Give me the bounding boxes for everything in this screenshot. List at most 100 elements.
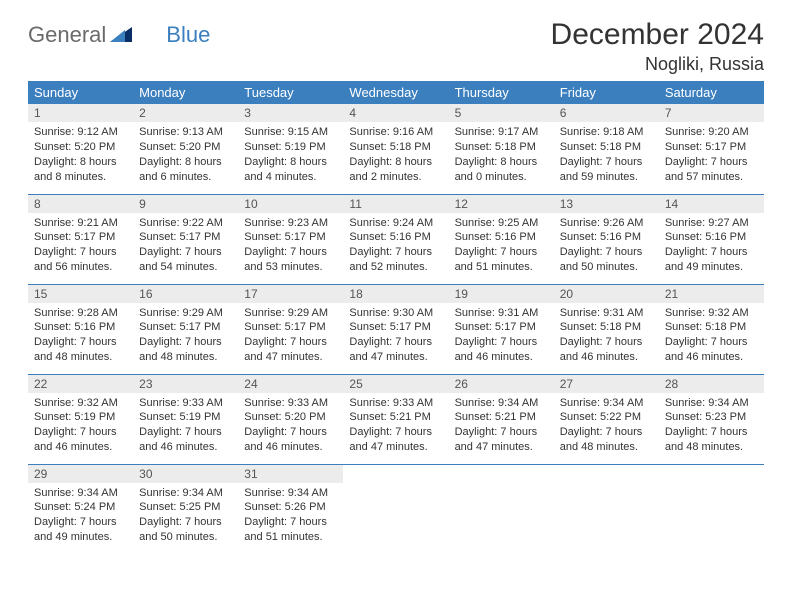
day-number: 15	[28, 285, 133, 303]
day-number: 6	[554, 104, 659, 122]
calendar-day-cell: 5Sunrise: 9:17 AMSunset: 5:18 PMDaylight…	[449, 104, 554, 194]
calendar-day-cell	[449, 464, 554, 554]
calendar-day-cell: 3Sunrise: 9:15 AMSunset: 5:19 PMDaylight…	[238, 104, 343, 194]
day-details: Sunrise: 9:33 AMSunset: 5:21 PMDaylight:…	[343, 393, 448, 459]
calendar-table: SundayMondayTuesdayWednesdayThursdayFrid…	[28, 81, 764, 554]
calendar-day-cell: 29Sunrise: 9:34 AMSunset: 5:24 PMDayligh…	[28, 464, 133, 554]
calendar-day-cell: 12Sunrise: 9:25 AMSunset: 5:16 PMDayligh…	[449, 194, 554, 284]
day-number: 22	[28, 375, 133, 393]
day-number: 31	[238, 465, 343, 483]
calendar-day-cell: 8Sunrise: 9:21 AMSunset: 5:17 PMDaylight…	[28, 194, 133, 284]
calendar-day-cell: 27Sunrise: 9:34 AMSunset: 5:22 PMDayligh…	[554, 374, 659, 464]
brand-triangle-icon	[110, 24, 132, 47]
weekday-header: Friday	[554, 81, 659, 104]
calendar-day-cell: 30Sunrise: 9:34 AMSunset: 5:25 PMDayligh…	[133, 464, 238, 554]
day-number: 2	[133, 104, 238, 122]
day-number: 19	[449, 285, 554, 303]
day-details: Sunrise: 9:16 AMSunset: 5:18 PMDaylight:…	[343, 122, 448, 188]
day-details: Sunrise: 9:34 AMSunset: 5:23 PMDaylight:…	[659, 393, 764, 459]
day-number: 14	[659, 195, 764, 213]
day-details: Sunrise: 9:34 AMSunset: 5:26 PMDaylight:…	[238, 483, 343, 549]
day-details: Sunrise: 9:34 AMSunset: 5:25 PMDaylight:…	[133, 483, 238, 549]
calendar-day-cell	[343, 464, 448, 554]
calendar-day-cell	[659, 464, 764, 554]
day-details: Sunrise: 9:15 AMSunset: 5:19 PMDaylight:…	[238, 122, 343, 188]
day-details: Sunrise: 9:31 AMSunset: 5:18 PMDaylight:…	[554, 303, 659, 369]
location-subtitle: Nogliki, Russia	[551, 54, 764, 75]
day-details: Sunrise: 9:33 AMSunset: 5:19 PMDaylight:…	[133, 393, 238, 459]
calendar-day-cell: 18Sunrise: 9:30 AMSunset: 5:17 PMDayligh…	[343, 284, 448, 374]
day-number: 28	[659, 375, 764, 393]
day-number: 29	[28, 465, 133, 483]
calendar-day-cell	[554, 464, 659, 554]
day-number: 8	[28, 195, 133, 213]
day-details: Sunrise: 9:22 AMSunset: 5:17 PMDaylight:…	[133, 213, 238, 279]
calendar-day-cell: 14Sunrise: 9:27 AMSunset: 5:16 PMDayligh…	[659, 194, 764, 284]
calendar-day-cell: 16Sunrise: 9:29 AMSunset: 5:17 PMDayligh…	[133, 284, 238, 374]
day-number: 7	[659, 104, 764, 122]
day-details: Sunrise: 9:32 AMSunset: 5:19 PMDaylight:…	[28, 393, 133, 459]
day-number: 13	[554, 195, 659, 213]
day-details: Sunrise: 9:24 AMSunset: 5:16 PMDaylight:…	[343, 213, 448, 279]
weekday-header: Saturday	[659, 81, 764, 104]
calendar-week-row: 15Sunrise: 9:28 AMSunset: 5:16 PMDayligh…	[28, 284, 764, 374]
calendar-day-cell: 26Sunrise: 9:34 AMSunset: 5:21 PMDayligh…	[449, 374, 554, 464]
day-details: Sunrise: 9:34 AMSunset: 5:22 PMDaylight:…	[554, 393, 659, 459]
day-details: Sunrise: 9:28 AMSunset: 5:16 PMDaylight:…	[28, 303, 133, 369]
day-details: Sunrise: 9:20 AMSunset: 5:17 PMDaylight:…	[659, 122, 764, 188]
calendar-day-cell: 24Sunrise: 9:33 AMSunset: 5:20 PMDayligh…	[238, 374, 343, 464]
calendar-day-cell: 10Sunrise: 9:23 AMSunset: 5:17 PMDayligh…	[238, 194, 343, 284]
day-number: 21	[659, 285, 764, 303]
calendar-week-row: 1Sunrise: 9:12 AMSunset: 5:20 PMDaylight…	[28, 104, 764, 194]
calendar-day-cell: 13Sunrise: 9:26 AMSunset: 5:16 PMDayligh…	[554, 194, 659, 284]
weekday-header: Wednesday	[343, 81, 448, 104]
day-number: 24	[238, 375, 343, 393]
calendar-day-cell: 22Sunrise: 9:32 AMSunset: 5:19 PMDayligh…	[28, 374, 133, 464]
day-details: Sunrise: 9:27 AMSunset: 5:16 PMDaylight:…	[659, 213, 764, 279]
day-details: Sunrise: 9:17 AMSunset: 5:18 PMDaylight:…	[449, 122, 554, 188]
day-details: Sunrise: 9:34 AMSunset: 5:24 PMDaylight:…	[28, 483, 133, 549]
day-details: Sunrise: 9:13 AMSunset: 5:20 PMDaylight:…	[133, 122, 238, 188]
calendar-day-cell: 19Sunrise: 9:31 AMSunset: 5:17 PMDayligh…	[449, 284, 554, 374]
day-details: Sunrise: 9:32 AMSunset: 5:18 PMDaylight:…	[659, 303, 764, 369]
weekday-header: Monday	[133, 81, 238, 104]
day-number: 30	[133, 465, 238, 483]
day-number: 9	[133, 195, 238, 213]
calendar-day-cell: 4Sunrise: 9:16 AMSunset: 5:18 PMDaylight…	[343, 104, 448, 194]
weekday-header: Tuesday	[238, 81, 343, 104]
calendar-day-cell: 23Sunrise: 9:33 AMSunset: 5:19 PMDayligh…	[133, 374, 238, 464]
header: General Blue December 2024 Nogliki, Russ…	[28, 18, 764, 75]
calendar-day-cell: 21Sunrise: 9:32 AMSunset: 5:18 PMDayligh…	[659, 284, 764, 374]
day-details: Sunrise: 9:21 AMSunset: 5:17 PMDaylight:…	[28, 213, 133, 279]
day-number: 12	[449, 195, 554, 213]
day-number: 1	[28, 104, 133, 122]
calendar-day-cell: 15Sunrise: 9:28 AMSunset: 5:16 PMDayligh…	[28, 284, 133, 374]
day-number: 20	[554, 285, 659, 303]
calendar-week-row: 29Sunrise: 9:34 AMSunset: 5:24 PMDayligh…	[28, 464, 764, 554]
day-details: Sunrise: 9:34 AMSunset: 5:21 PMDaylight:…	[449, 393, 554, 459]
page-title: December 2024	[551, 18, 764, 52]
day-number: 5	[449, 104, 554, 122]
weekday-header: Thursday	[449, 81, 554, 104]
day-number: 18	[343, 285, 448, 303]
day-details: Sunrise: 9:29 AMSunset: 5:17 PMDaylight:…	[133, 303, 238, 369]
calendar-week-row: 22Sunrise: 9:32 AMSunset: 5:19 PMDayligh…	[28, 374, 764, 464]
brand-logo: General Blue	[28, 18, 210, 48]
day-number: 3	[238, 104, 343, 122]
day-number: 10	[238, 195, 343, 213]
title-block: December 2024 Nogliki, Russia	[551, 18, 764, 75]
day-number: 23	[133, 375, 238, 393]
day-details: Sunrise: 9:33 AMSunset: 5:20 PMDaylight:…	[238, 393, 343, 459]
day-number: 17	[238, 285, 343, 303]
day-number: 27	[554, 375, 659, 393]
calendar-day-cell: 6Sunrise: 9:18 AMSunset: 5:18 PMDaylight…	[554, 104, 659, 194]
calendar-day-cell: 2Sunrise: 9:13 AMSunset: 5:20 PMDaylight…	[133, 104, 238, 194]
calendar-day-cell: 28Sunrise: 9:34 AMSunset: 5:23 PMDayligh…	[659, 374, 764, 464]
day-number: 25	[343, 375, 448, 393]
day-details: Sunrise: 9:30 AMSunset: 5:17 PMDaylight:…	[343, 303, 448, 369]
brand-word-1: General	[28, 22, 106, 48]
calendar-day-cell: 20Sunrise: 9:31 AMSunset: 5:18 PMDayligh…	[554, 284, 659, 374]
brand-word-2: Blue	[166, 22, 210, 48]
weekday-header: Sunday	[28, 81, 133, 104]
calendar-day-cell: 31Sunrise: 9:34 AMSunset: 5:26 PMDayligh…	[238, 464, 343, 554]
